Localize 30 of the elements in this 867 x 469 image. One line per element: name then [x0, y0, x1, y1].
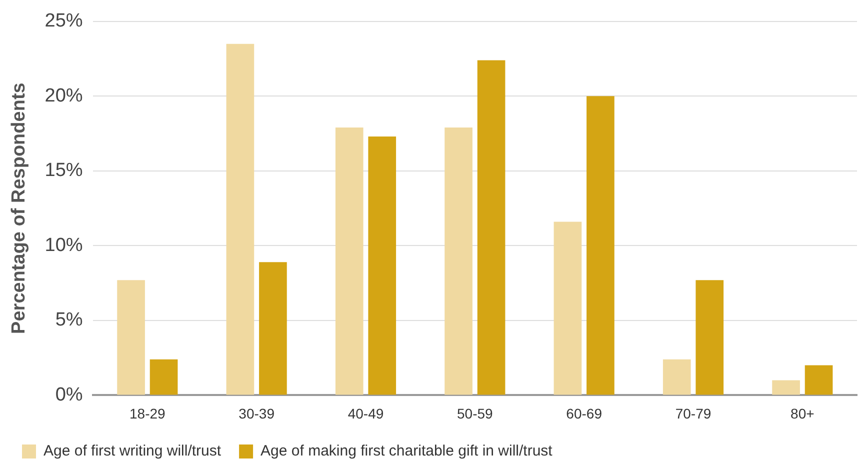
y-tick-label: 0%: [55, 384, 83, 406]
y-axis-title: Percentage of Respondents: [8, 82, 30, 334]
y-tick-label: 5%: [55, 310, 83, 331]
bar: [477, 60, 506, 395]
legend-label: Age of making first charitable gift in will/trust: [260, 442, 554, 460]
x-tick-label: 18-29: [130, 405, 166, 422]
y-tick-label: 20%: [44, 85, 83, 106]
bar: [226, 44, 254, 395]
bar: [554, 222, 582, 395]
bar: [150, 359, 178, 395]
y-tick-label: 10%: [44, 234, 83, 256]
bar: [804, 365, 833, 395]
bar: [696, 280, 724, 395]
legend-label: Age of first writing will/trust: [44, 442, 222, 460]
bar: [117, 280, 145, 395]
x-tick-label: 70-79: [675, 405, 712, 422]
x-tick-label: 30-39: [238, 405, 275, 422]
x-tick-label: 50-59: [457, 405, 494, 422]
bar: [662, 359, 691, 395]
bar: [586, 96, 614, 395]
y-tick-label: 15%: [44, 160, 83, 182]
bar: [259, 262, 287, 395]
x-tick-label: 80+: [790, 405, 814, 422]
x-tick-label: 40-49: [348, 405, 384, 422]
y-tick-label: 25%: [44, 10, 83, 32]
bar: [368, 136, 396, 395]
bar: [444, 128, 472, 395]
bar: [335, 128, 364, 395]
x-tick-label: 60-69: [566, 405, 602, 422]
bar: [772, 380, 800, 395]
